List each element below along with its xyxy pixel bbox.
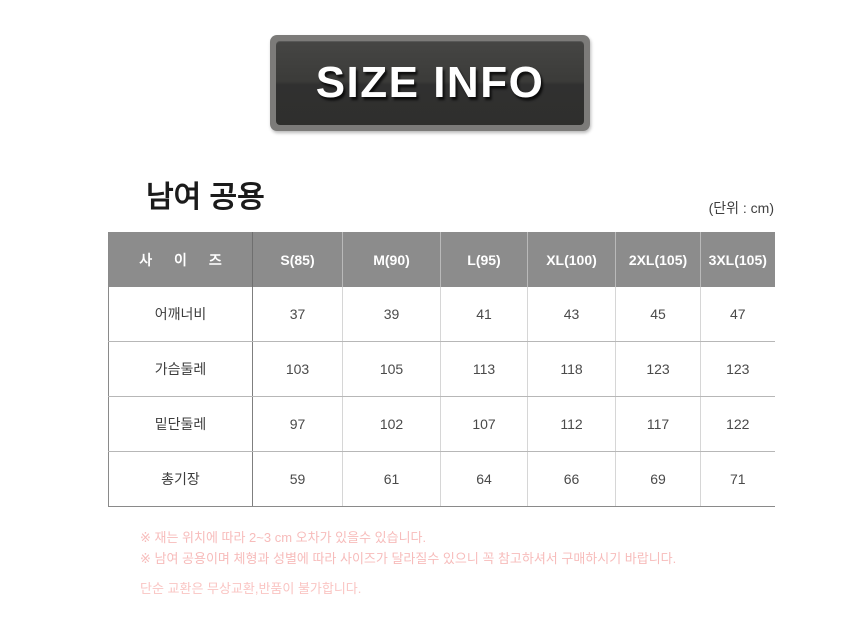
table-row: 밑단둘레 97 102 107 112 117 122 [108,396,775,452]
footer-note-measurement-tolerance: ※ 재는 위치에 따라 2~3 cm 오차가 있을수 있습니다. [140,530,427,545]
row-label-chest: 가슴둘레 [108,341,253,397]
cell-chest-3xl: 123 [700,341,775,397]
size-info-banner-panel: SIZE INFO [276,41,584,125]
cell-chest-2xl: 123 [615,341,701,397]
table-header-row: 사 이 즈 S(85) M(90) L(95) XL(100) 2XL(105)… [108,232,775,287]
cell-shoulder-l: 41 [440,287,528,342]
page-title: 남여 공용 [146,181,265,214]
cell-shoulder-s: 37 [252,287,343,342]
cell-shoulder-2xl: 45 [615,287,701,342]
cell-chest-l: 113 [440,341,528,397]
cell-chest-s: 103 [252,341,343,397]
size-info-banner-title: SIZE INFO [315,58,545,107]
size-info-banner: SIZE INFO [270,35,590,131]
table-header-cell-label: 사 이 즈 [108,232,253,287]
table-row: 어깨너비 37 39 41 43 45 47 [108,287,775,342]
cell-chest-m: 105 [342,341,441,397]
cell-shoulder-3xl: 47 [700,287,775,342]
cell-hem-3xl: 122 [700,396,775,452]
unit-note: (단위 : cm) [708,200,774,216]
size-chart-table: 사 이 즈 S(85) M(90) L(95) XL(100) 2XL(105)… [108,232,775,507]
table-header-cell-l: L(95) [440,232,528,287]
cell-hem-s: 97 [252,396,343,452]
cell-length-s: 59 [252,451,343,507]
cell-chest-xl: 118 [527,341,616,397]
cell-length-m: 61 [342,451,441,507]
cell-length-2xl: 69 [615,451,701,507]
row-label-shoulder: 어깨너비 [108,287,253,342]
table-header-cell-m: M(90) [342,232,441,287]
footer-note-exchange-policy: 단순 교환은 무상교환,반품이 불가합니다. [140,581,362,596]
row-label-length: 총기장 [108,451,253,507]
table-row: 가슴둘레 103 105 113 118 123 123 [108,341,775,397]
cell-hem-xl: 112 [527,396,616,452]
table-row: 총기장 59 61 64 66 69 71 [108,451,775,507]
size-info-banner-wrapper: SIZE INFO [0,35,860,131]
table-header-cell-2xl: 2XL(105) [615,232,701,287]
cell-shoulder-m: 39 [342,287,441,342]
table-header-cell-xl: XL(100) [527,232,616,287]
footer-notes: ※ 재는 위치에 따라 2~3 cm 오차가 있을수 있습니다. ※ 남여 공용… [140,527,760,599]
table-header-cell-3xl: 3XL(105) [700,232,775,287]
cell-hem-l: 107 [440,396,528,452]
cell-length-xl: 66 [527,451,616,507]
cell-hem-2xl: 117 [615,396,701,452]
cell-length-3xl: 71 [700,451,775,507]
cell-length-l: 64 [440,451,528,507]
footer-note-unisex-fit: ※ 남여 공용이며 체형과 성별에 따라 사이즈가 달라질수 있으니 꼭 참고하… [140,551,677,566]
table-header-cell-s: S(85) [252,232,343,287]
cell-hem-m: 102 [342,396,441,452]
section-title-row: 남여 공용 (단위 : cm) [108,172,774,218]
cell-shoulder-xl: 43 [527,287,616,342]
row-label-hem: 밑단둘레 [108,396,253,452]
